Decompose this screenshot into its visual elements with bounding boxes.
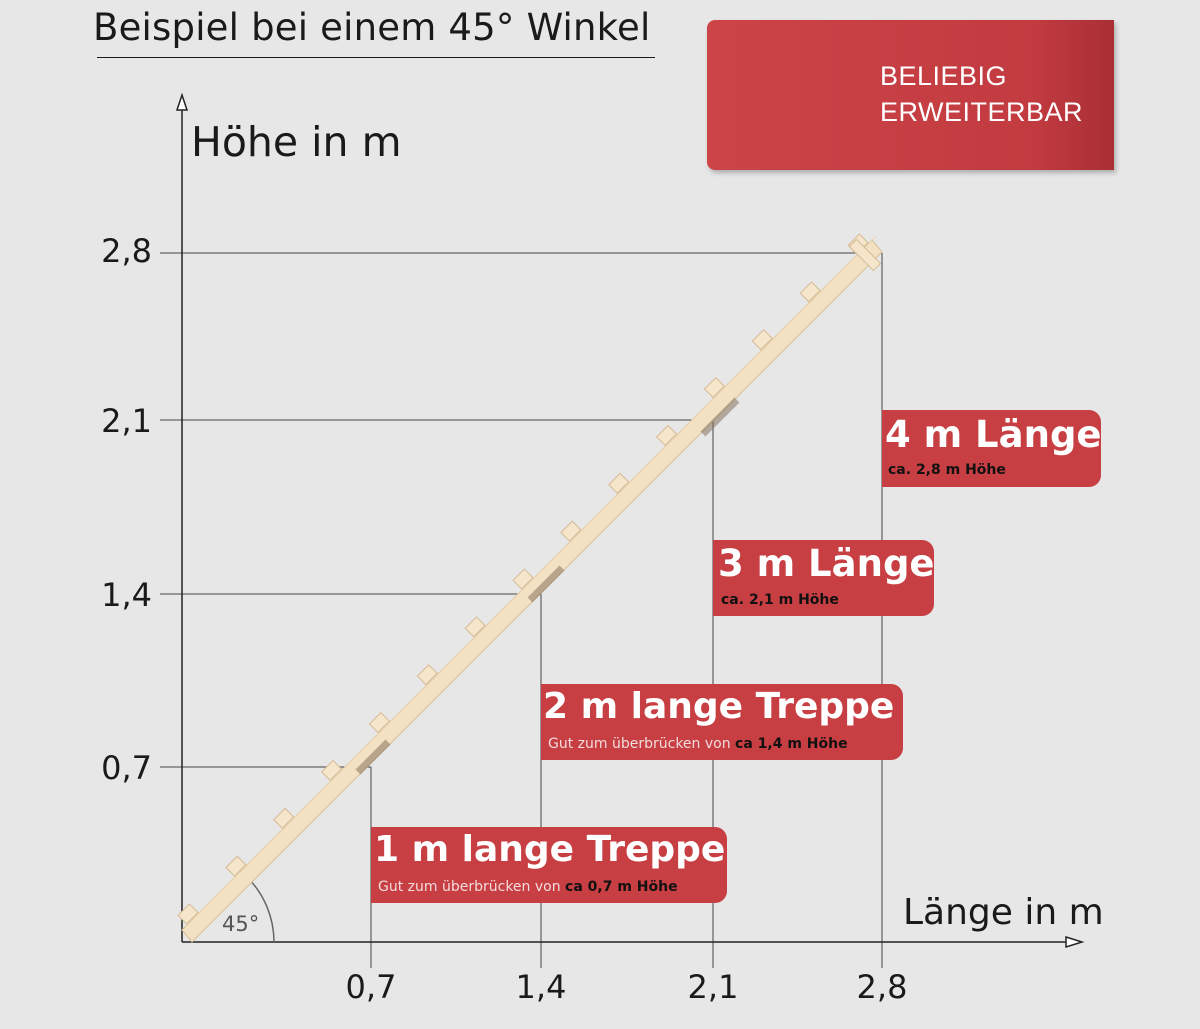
step-tread — [225, 855, 247, 877]
y-tick-1-4: 1,4 — [101, 576, 152, 614]
title-underline — [97, 57, 655, 58]
y-axis-label: Höhe in m — [191, 118, 402, 166]
step-tread — [177, 903, 199, 925]
angle-label: 45° — [222, 912, 260, 936]
badge-line-1: BELIEBIG — [880, 61, 1008, 91]
step-tread — [799, 281, 821, 303]
expandable-badge — [707, 20, 1114, 170]
y-axis-arrow-icon — [175, 92, 189, 111]
staircase-beam-edge — [185, 235, 877, 927]
stair-box-title: 2 m lange Treppe — [543, 686, 895, 727]
step-tread — [512, 568, 534, 590]
step-tread — [608, 472, 630, 494]
step-tread — [655, 424, 678, 447]
badge-line-2: ERWEITERBAR — [880, 97, 1084, 127]
stair-box-note-bold: ca 0,7 m Höhe — [565, 879, 678, 895]
step-tread — [560, 520, 582, 542]
connector-3 — [700, 397, 740, 437]
stair-box-note: ca. 2,1 m Höhe — [721, 592, 839, 608]
badge-text: BELIEBIG ERWEITERBAR — [880, 58, 1083, 130]
step-tread — [368, 711, 391, 734]
x-axis-label: Länge in m — [903, 892, 1104, 933]
stair-box-note: ca. 2,8 m Höhe — [888, 462, 1006, 478]
stair-box-note: Gut zum überbrücken von ca 1,4 m Höhe — [548, 736, 848, 752]
page-title: Beispiel bei einem 45° Winkel — [93, 6, 651, 49]
axes — [175, 92, 1085, 949]
stair-box-title: 1 m lange Treppe — [374, 829, 726, 870]
stair-box-note-bold: ca 1,4 m Höhe — [735, 736, 848, 752]
step-tread — [703, 376, 726, 399]
x-tick-0-7: 0,7 — [345, 968, 397, 1006]
connector-2 — [527, 565, 565, 603]
y-tick-0-7: 0,7 — [101, 749, 152, 787]
y-tick-2-1: 2,1 — [101, 402, 152, 440]
staircase-steps — [177, 233, 882, 925]
x-tick-1-4: 1,4 — [515, 968, 567, 1006]
stair-box-4m: 4 m Länge ca. 2,8 m Höhe — [882, 410, 1102, 487]
step-tread — [416, 664, 438, 686]
stair-box-note-bold: ca. 2,1 m Höhe — [721, 592, 839, 608]
step-connectors — [355, 397, 740, 775]
stair-box-3m: 3 m Länge ca. 2,1 m Höhe — [713, 540, 935, 616]
x-axis-arrow-icon — [1065, 935, 1085, 949]
x-tick-2-8: 2,8 — [856, 968, 908, 1006]
staircase — [177, 233, 883, 943]
stair-box-note-bold: ca. 2,8 m Höhe — [888, 462, 1006, 478]
stair-box-note-text: Gut zum überbrücken von — [378, 879, 561, 895]
step-tread — [320, 759, 343, 782]
stair-box-note-text: Gut zum überbrücken von — [548, 736, 731, 752]
stair-box-2m: 2 m lange Treppe Gut zum überbrücken von… — [541, 684, 903, 760]
connector-1 — [355, 739, 391, 775]
step-tread — [751, 329, 773, 351]
y-tick-2-8: 2,8 — [101, 232, 152, 270]
x-tick-2-1: 2,1 — [687, 968, 739, 1006]
step-tread — [464, 616, 486, 638]
step-tread — [273, 807, 295, 829]
stair-box-title: 4 m Länge — [885, 413, 1102, 456]
stair-box-title: 3 m Länge — [718, 542, 935, 585]
stair-box-1m: 1 m lange Treppe Gut zum überbrücken von… — [371, 827, 727, 903]
stair-box-note: Gut zum überbrücken von ca 0,7 m Höhe — [378, 879, 678, 895]
top-cap — [848, 238, 882, 272]
